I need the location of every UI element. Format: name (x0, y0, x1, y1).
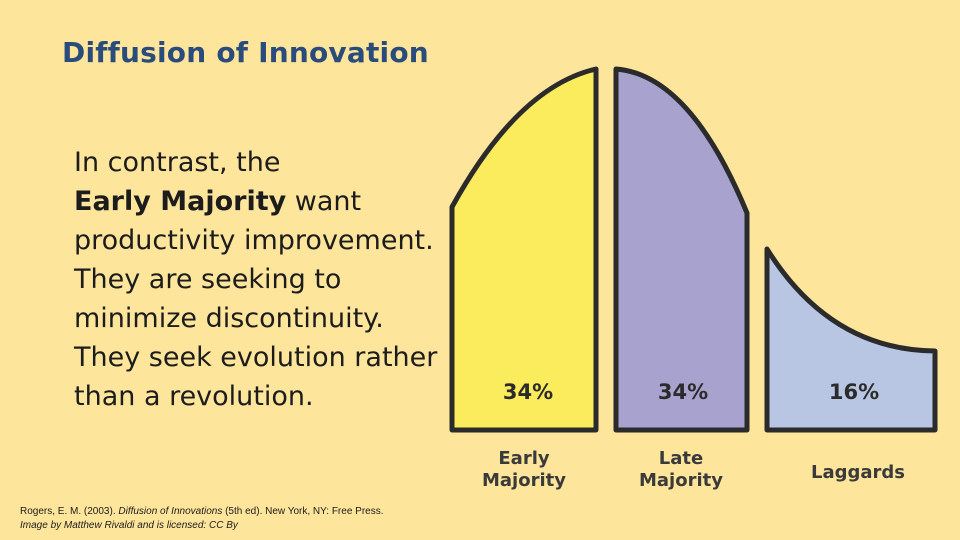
percent-label-laggards: 16% (829, 380, 879, 404)
segment-early-majority (449, 66, 599, 433)
body-bold-early-majority: Early Majority (74, 186, 287, 217)
citation-author: Rogers, E. M. (2003). (20, 506, 119, 517)
body-line-1: In contrast, the (74, 147, 281, 178)
category-label-laggards: Laggards (811, 462, 905, 483)
citation: Rogers, E. M. (2003). Diffusion of Innov… (20, 505, 384, 533)
body-line-6: They seek evolution rather (74, 342, 438, 373)
category-label-late-line2: Majority (639, 470, 723, 491)
body-line-3: productivity improvement. (74, 225, 434, 256)
slide-title: Diffusion of Innovation (62, 36, 429, 69)
body-line-7: than a revolution. (74, 381, 314, 412)
percent-label-early-majority: 34% (503, 380, 553, 404)
body-line-5: minimize discontinuity. (74, 303, 384, 334)
segment-laggards (764, 246, 938, 433)
diffusion-curve-chart: 34% 34% 16% Early Majority Late Majority… (449, 66, 938, 491)
percent-label-late-majority: 34% (658, 380, 708, 404)
citation-image-credit: Image by Matthew Rivaldi and is licensed… (20, 520, 238, 531)
category-label-early-line1: Early (498, 448, 549, 469)
citation-book-title: Diffusion of Innovations (118, 506, 223, 517)
category-label-late-line1: Late (659, 448, 703, 469)
citation-details: (5th ed). New York, NY: Free Press. (222, 506, 384, 517)
body-line-2-rest: want (286, 186, 362, 217)
body-line-4: They are seeking to (74, 264, 342, 295)
segment-late-majority (613, 66, 750, 433)
body-text: In contrast, the Early Majority want pro… (74, 143, 454, 416)
category-label-early-line2: Majority (482, 470, 566, 491)
